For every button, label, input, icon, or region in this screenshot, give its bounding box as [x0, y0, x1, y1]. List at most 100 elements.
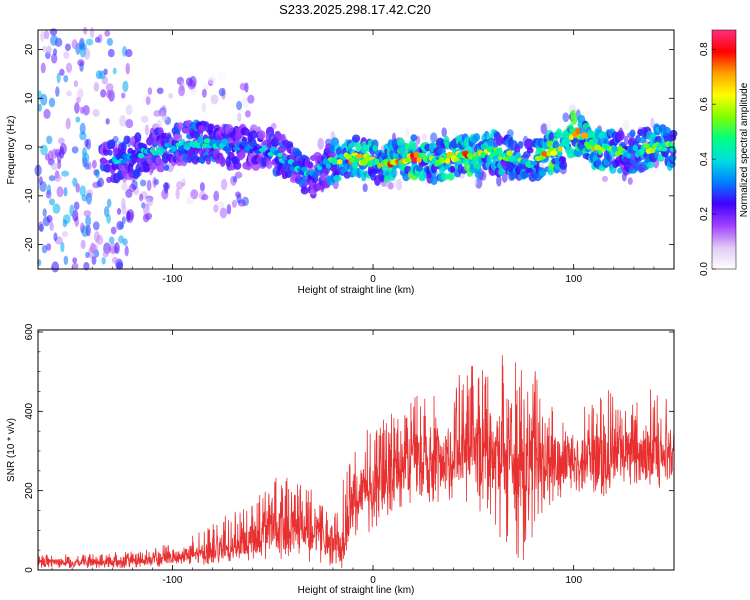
- spectrogram-cell: [660, 146, 668, 152]
- spectrogram-cell: [626, 153, 632, 159]
- spectrogram-cell: [50, 34, 58, 46]
- spectrogram-cell: [232, 176, 238, 183]
- spectrogram-cell: [55, 86, 60, 97]
- snr-y-axis-label: SNR (10 * v/v): [6, 418, 17, 482]
- spectrogram-cell: [629, 129, 636, 138]
- spectrogram-cell: [106, 37, 113, 46]
- spectrogram-cell: [61, 170, 70, 177]
- spectrogram-cell: [496, 175, 502, 187]
- snr-series: [37, 355, 675, 569]
- spectrogram-cell: [46, 214, 53, 223]
- snr-y-tick-label: 400: [24, 403, 35, 420]
- spectrogram-cell: [126, 209, 135, 221]
- spectrogram-cell: [335, 146, 343, 156]
- spectrogram-cell: [372, 144, 378, 152]
- spectrogram-cell: [199, 182, 205, 192]
- spectrogram-x-tick-label: -100: [162, 274, 182, 285]
- spectrogram-cell: [38, 176, 43, 186]
- spectrogram-cell: [168, 92, 173, 99]
- spectrogram-cell: [495, 148, 502, 156]
- colorbar-tick-label: 0.0: [699, 262, 710, 276]
- spectrogram-cell: [218, 87, 226, 97]
- spectrogram-cell: [123, 135, 130, 145]
- spectrogram-cell: [300, 186, 309, 195]
- colorbar-tick-label: 0.6: [699, 97, 710, 111]
- spectrogram-cell: [379, 174, 385, 183]
- spectrogram-cell: [65, 62, 73, 73]
- spectrogram-cell: [41, 244, 48, 254]
- spectrogram-cell: [203, 138, 211, 144]
- spectrogram-cell: [120, 141, 127, 152]
- spectrogram-cell: [559, 160, 568, 170]
- spectrogram-cell: [100, 89, 107, 98]
- spectrogram-cell: [125, 118, 134, 129]
- spectrogram-cell: [405, 128, 410, 137]
- spectrogram-cell: [116, 207, 122, 215]
- spectrogram-cell: [105, 118, 110, 125]
- spectrogram-cell: [210, 94, 219, 105]
- spectrogram-cell: [95, 169, 100, 179]
- spectrogram-cell: [176, 181, 183, 190]
- spectrogram-cell: [197, 135, 204, 143]
- spectrogram-cell: [445, 157, 451, 165]
- spectrogram-cell: [48, 97, 56, 108]
- spectrogram-cell: [474, 170, 482, 179]
- spectrogram-cell: [121, 203, 127, 216]
- spectrogram-cell: [111, 256, 119, 264]
- spectrogram-cell: [139, 179, 147, 187]
- spectrogram-x-tick-label: 0: [370, 274, 376, 285]
- spectrogram-cell: [79, 185, 86, 197]
- spectrogram-cell: [176, 122, 185, 130]
- spectrogram-cell: [410, 134, 418, 142]
- spectrogram-y-axis-label: Frequency (Hz): [6, 116, 17, 185]
- spectrogram-cell: [234, 171, 243, 179]
- spectrogram-cell: [362, 183, 368, 193]
- spectrogram-cell: [205, 157, 212, 165]
- spectrogram-cell: [231, 199, 237, 208]
- spectrogram-cell: [56, 186, 64, 198]
- spectrogram-cell: [72, 257, 78, 264]
- spectrogram-cell: [226, 203, 232, 215]
- spectrogram-y-tick-label: -20: [24, 237, 35, 252]
- spectrogram-cell: [445, 141, 451, 150]
- spectrogram-cell: [588, 139, 594, 146]
- spectrogram-cell: [486, 147, 493, 153]
- spectrogram-cell: [153, 178, 160, 185]
- spectrogram-cell: [63, 51, 70, 60]
- spectrogram-cell: [333, 174, 342, 182]
- spectrogram-cell: [53, 174, 62, 182]
- spectrogram-cell: [63, 187, 68, 197]
- spectrogram-cell: [42, 45, 47, 53]
- spectrogram-cell: [156, 163, 166, 173]
- spectrogram-cell: [646, 161, 655, 169]
- spectrogram-cell: [277, 134, 285, 142]
- spectrogram-cell: [66, 90, 72, 97]
- spectrogram-cell: [447, 172, 455, 181]
- spectrogram-cell: [179, 175, 188, 183]
- colorbar-tick-label: 0.8: [699, 42, 710, 56]
- spectrogram-cell: [48, 175, 56, 182]
- spectrogram-cell: [473, 133, 481, 142]
- snr-line: [37, 355, 675, 569]
- spectrogram-cell: [247, 94, 255, 104]
- spectrogram-cell: [277, 152, 283, 158]
- spectrogram-cell: [175, 187, 180, 200]
- snr-y-tick-label: 0: [24, 567, 35, 573]
- spectrogram-cell: [116, 261, 124, 270]
- snr-y-tick-label: 200: [24, 482, 35, 499]
- spectrogram-cell: [616, 130, 625, 141]
- colorbar-gradient: [711, 29, 737, 270]
- spectrogram-cell: [171, 145, 177, 152]
- spectrogram-cell: [93, 249, 100, 258]
- spectrogram-cell: [81, 225, 89, 237]
- spectrogram-cell: [301, 166, 308, 172]
- spectrogram-cell: [139, 193, 144, 202]
- spectrogram-cell: [555, 128, 563, 139]
- spectrogram-cell: [408, 139, 417, 151]
- spectrogram-cell: [219, 156, 226, 168]
- spectrogram-cell: [92, 108, 100, 118]
- spectrogram-cell: [329, 145, 335, 152]
- spectrogram-cell: [337, 158, 343, 165]
- spectrogram-cell: [105, 83, 114, 92]
